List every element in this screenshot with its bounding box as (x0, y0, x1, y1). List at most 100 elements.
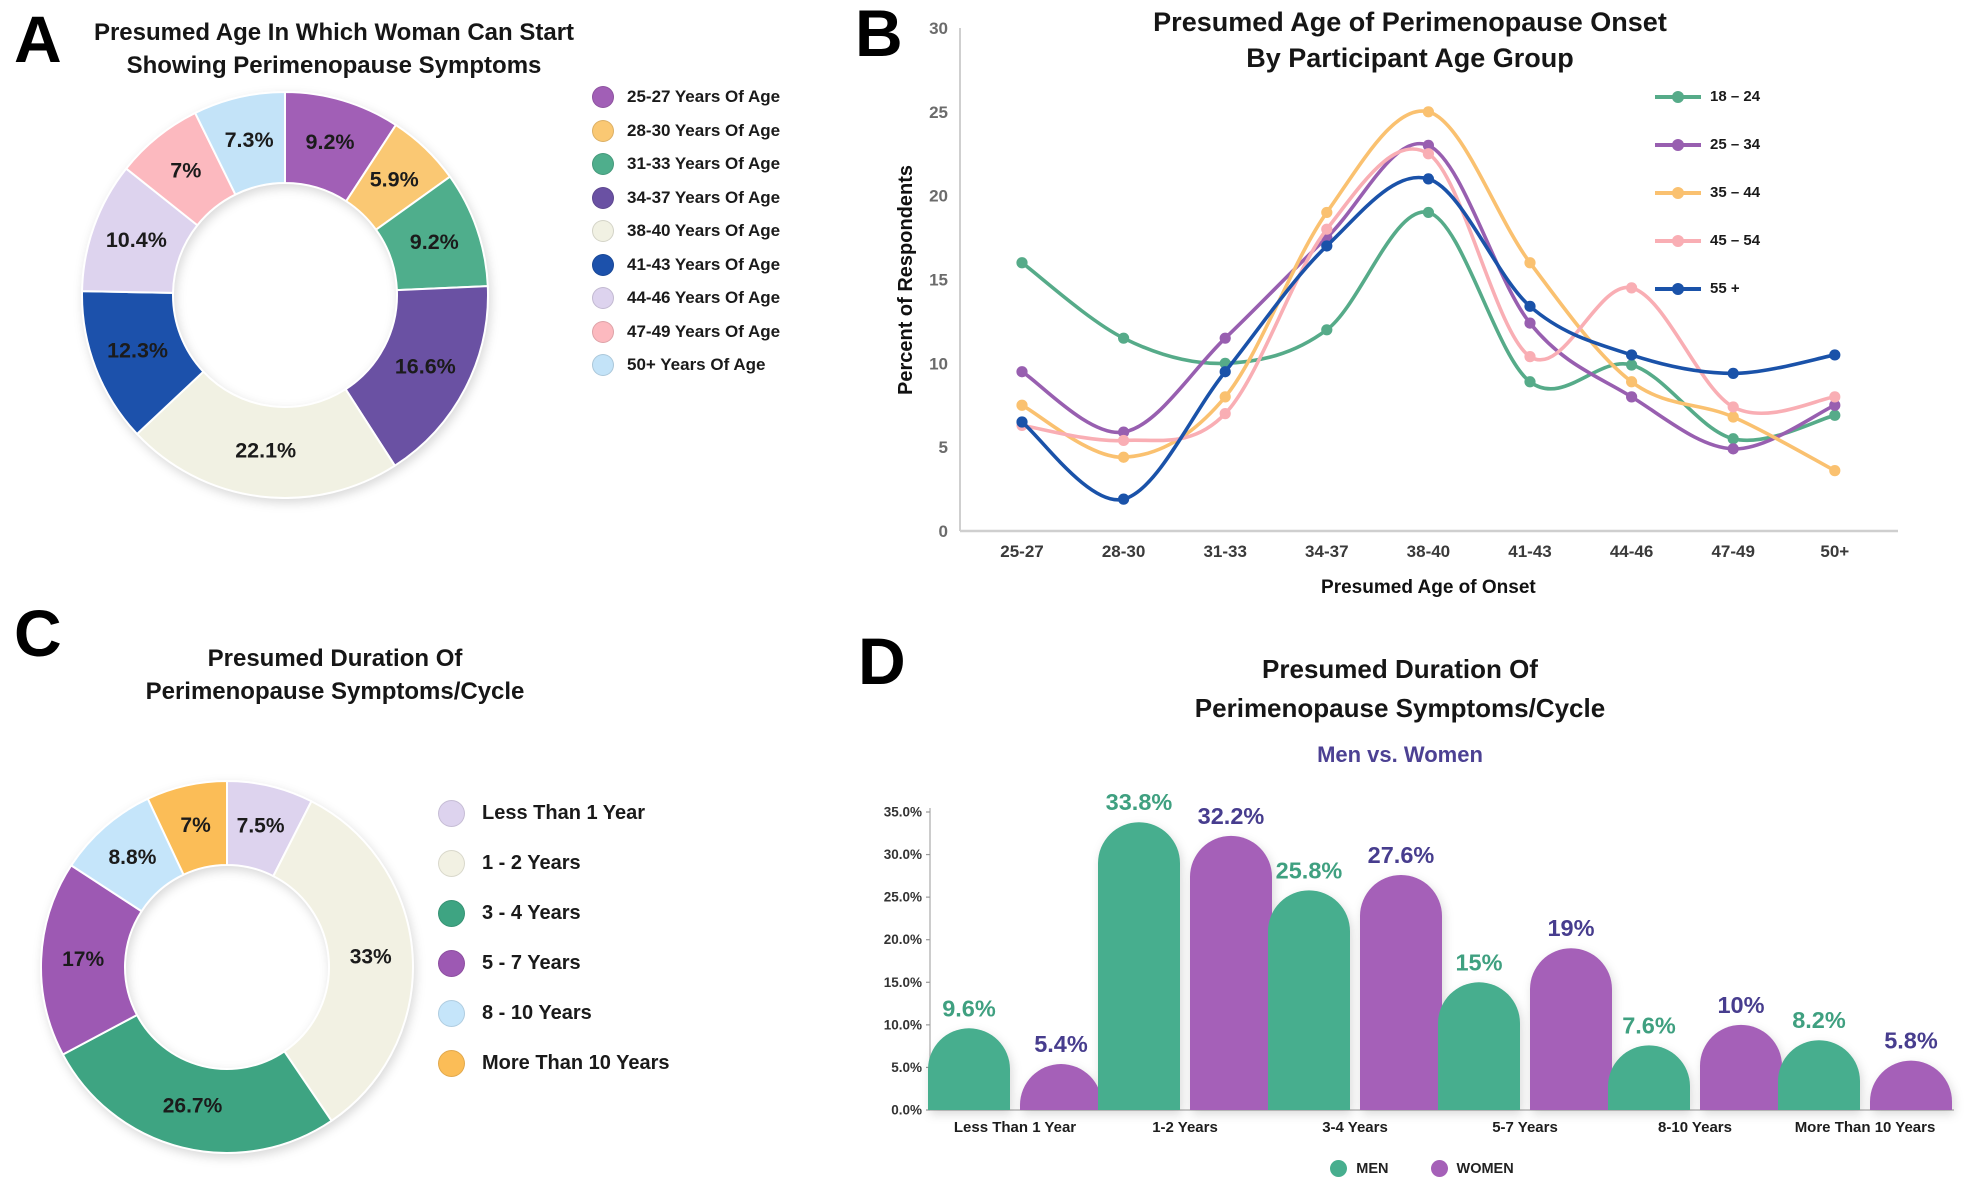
donut-slice (40, 864, 143, 1056)
legend-item: 31-33 Years Of Age (592, 153, 780, 175)
legend-dot-icon (592, 86, 614, 108)
x-category-label: More Than 10 Years (1795, 1119, 1936, 1136)
data-point (1422, 139, 1434, 151)
panel-d-subtitle: Men vs. Women (1317, 742, 1483, 767)
donut-slice (194, 91, 286, 196)
legend-item: 3 - 4 Years (438, 900, 670, 927)
bar-value-label: 5.8% (1884, 1028, 1938, 1054)
legend-dot-icon (592, 153, 614, 175)
data-point (1727, 411, 1739, 423)
legend-label: 5 - 7 Years (482, 952, 581, 974)
panel-label-a: A (14, 2, 62, 76)
data-point (1422, 106, 1434, 118)
bar-men (1268, 890, 1350, 1110)
donut-slice-label: 7.3% (225, 128, 274, 152)
data-point (1524, 300, 1536, 312)
legend-men-women: MEN WOMEN (880, 1160, 1964, 1177)
donut-slice (136, 370, 396, 499)
legend-label: 44-46 Years Of Age (627, 288, 781, 307)
x-category-label: 8-10 Years (1658, 1119, 1732, 1136)
panel-label-d: D (858, 624, 906, 698)
data-point (1321, 223, 1333, 235)
panel-label-c: C (14, 596, 62, 670)
legend-item: 50+ Years Of Age (592, 354, 780, 376)
bar-value-label: 8.2% (1792, 1007, 1846, 1033)
bar-value-label: 27.6% (1368, 842, 1435, 868)
x-tick-label: 34-37 (1305, 542, 1348, 561)
donut-slice (272, 800, 414, 1122)
data-point (1422, 206, 1434, 219)
donut-slice-label: 5.9% (370, 168, 419, 192)
legend-dot-icon (592, 186, 614, 209)
y-tick-label: 5.0% (891, 1060, 922, 1075)
x-category-label: 5-7 Years (1492, 1119, 1558, 1136)
y-tick-label: 20 (929, 187, 948, 206)
legend-label: 38-40 Years Of Age (627, 221, 781, 240)
data-point (1829, 399, 1841, 411)
donut-slice (146, 780, 228, 876)
legend-dot-icon (438, 1000, 465, 1027)
data-point (1626, 359, 1638, 371)
data-point (1422, 173, 1434, 185)
legend-label: 25 – 34 (1710, 136, 1761, 153)
donut-slice-label: 10.4% (106, 228, 167, 252)
x-tick-label: 28-30 (1102, 542, 1145, 561)
donut-chart-duration: 7.5% 33% 26.7% 17% 8.8% 7% (40, 780, 414, 1154)
legend-label: 31-33 Years Of Age (627, 154, 781, 173)
bar-value-label: 25.8% (1276, 857, 1343, 883)
data-point (1626, 391, 1638, 403)
legend-dot-icon (438, 1050, 465, 1077)
bar-value-label: 19% (1547, 915, 1594, 941)
data-point (1321, 324, 1333, 336)
legend-dot-icon (592, 253, 614, 276)
data-point (1829, 409, 1841, 421)
donut-slice-label: 7% (170, 159, 201, 183)
legend-item: 18 – 24 (1655, 88, 1760, 105)
data-point (1422, 148, 1434, 160)
bar-women (1530, 948, 1612, 1110)
y-tick-label: 0.0% (891, 1103, 922, 1118)
legend-item: 38-40 Years Of Age (592, 220, 780, 242)
donut-slice-label: 26.7% (163, 1094, 223, 1117)
legend-label: 8 - 10 Years (482, 1002, 592, 1024)
legend-item: MEN (1330, 1160, 1389, 1177)
line-series (1020, 175, 1837, 502)
y-tick-label: 15 (929, 271, 948, 290)
legend-label: 25-27 Years Of Age (627, 87, 781, 106)
donut-slice-label: 12.3% (107, 338, 168, 362)
legend-dot-icon (1330, 1160, 1348, 1177)
legend-dot-icon (438, 850, 465, 877)
line-chart-onset-by-age-group: 0 5 10 15 20 25 30 Percent of Respondents 25-27 2… (895, 19, 1898, 598)
data-point (1321, 206, 1333, 219)
data-point (1219, 408, 1231, 420)
data-point (1626, 349, 1638, 361)
panel-a-title-line1: Presumed Age In Which Woman Can Start (93, 19, 575, 46)
bar-value-label: 15% (1455, 949, 1502, 975)
x-category-label: 3-4 Years (1322, 1119, 1388, 1136)
x-axis-title: Presumed Age of Onset (1321, 577, 1536, 598)
donut-slice-label: 7% (180, 814, 211, 837)
x-category-label: 1-2 Years (1152, 1119, 1218, 1136)
donut-slice-label: 8.8% (109, 846, 157, 869)
data-point (1524, 351, 1536, 363)
panel-d-title: Presumed Duration Of Perimenopause Sympt… (1030, 650, 1770, 771)
legend-item: 45 – 54 (1655, 232, 1760, 249)
bar-women (1360, 875, 1442, 1110)
legend-dot-icon (592, 320, 614, 343)
bar-value-label: 10% (1717, 992, 1764, 1018)
legend-label: 41-43 Years Of Age (627, 254, 781, 274)
y-tick-label: 5 (939, 438, 948, 457)
bar-men (1438, 982, 1520, 1110)
legend-item: 55 + (1655, 280, 1760, 297)
data-point (1524, 257, 1536, 269)
data-point (1626, 282, 1638, 294)
donut-chart-age-onset: 9.2% 5.9% 9.2% 16.6% 22.1% 12.3% 10.4% 7% 7.3% (81, 91, 489, 499)
legend-item: WOMEN (1430, 1160, 1514, 1177)
panel-a-title: Presumed Age In Which Woman Can Start Sh… (88, 16, 580, 82)
x-tick-label: 44-46 (1610, 542, 1653, 561)
bars-group (928, 822, 1952, 1110)
donut-slice-label: 22.1% (235, 438, 296, 462)
data-point (1524, 376, 1536, 388)
legend-label: 28-30 Years Of Age (627, 120, 781, 140)
data-point (1727, 433, 1739, 445)
